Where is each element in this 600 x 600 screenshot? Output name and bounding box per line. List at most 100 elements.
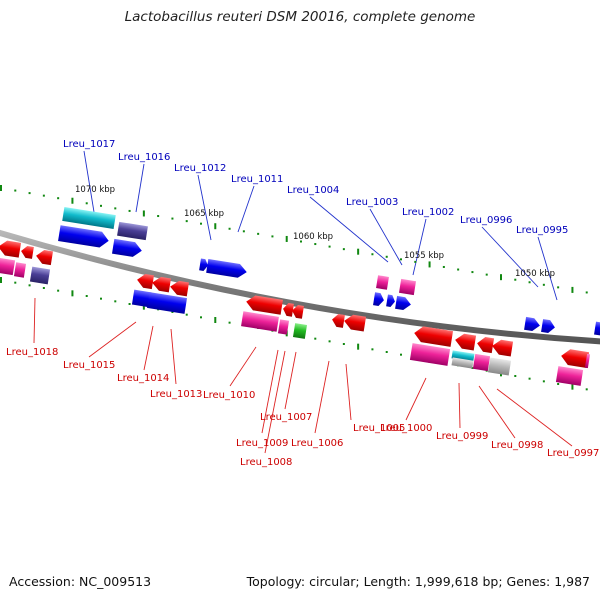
tick-mark: [142, 303, 145, 310]
tick-mark: [257, 232, 260, 235]
tick-mark: [485, 273, 488, 276]
tick-mark: [414, 260, 417, 263]
tick-mark: [457, 268, 460, 271]
tick-mark: [528, 377, 531, 380]
tick-mark: [557, 286, 560, 289]
tick-mark: [185, 313, 188, 316]
gene-1000: [414, 326, 454, 347]
gene-1018-rna: [0, 257, 16, 276]
gene-label-top: Lreu_1016: [118, 152, 170, 163]
leader-line: [412, 218, 427, 276]
tick-mark: [0, 277, 2, 283]
gene-1000-rna: [409, 343, 451, 366]
gene-1009: [283, 303, 294, 317]
leader-line: [496, 388, 573, 447]
kbp-label: 1055 kbp: [404, 251, 444, 261]
kbp-label: 1065 kbp: [184, 209, 224, 219]
tick-mark: [442, 265, 445, 268]
tick-mark: [242, 230, 245, 233]
tick-mark: [285, 235, 288, 242]
tick-mark: [357, 248, 360, 255]
gene-1002: [395, 295, 411, 311]
leader-line: [405, 377, 427, 421]
tick-mark: [128, 303, 131, 305]
gene-1012: [199, 258, 208, 271]
gene-label-bottom: Lreu_1006: [291, 438, 343, 449]
tick-mark: [571, 383, 574, 390]
tick-mark: [542, 283, 545, 286]
tick-mark: [28, 284, 31, 287]
tick-mark: [85, 295, 88, 297]
leader-line: [309, 196, 389, 263]
leader-line: [284, 351, 297, 410]
tick-mark: [57, 289, 60, 292]
leader-line: [135, 163, 145, 213]
gene-1016-cds: [112, 238, 142, 257]
gene-0999-misc: [451, 357, 474, 369]
gene-label-bottom: Lreu_1007: [260, 412, 312, 423]
gene-1011: [206, 258, 247, 278]
tick-mark: [528, 281, 531, 284]
gene-1010: [246, 295, 283, 315]
gene-0998-rna: [472, 353, 491, 372]
leader-line: [33, 297, 36, 344]
gene-0994: [594, 321, 600, 336]
gene-1018c: [36, 249, 53, 266]
topology-text: Topology: circular; Length: 1,999,618 bp…: [246, 574, 590, 589]
leader-line: [261, 349, 279, 434]
tick-mark: [128, 209, 131, 212]
tick-mark: [0, 185, 2, 191]
gene-label-top: Lreu_1017: [63, 139, 115, 150]
tick-mark: [200, 316, 202, 319]
gene-1017-cds: [58, 225, 109, 248]
leader-line: [537, 236, 558, 301]
tick-mark: [514, 375, 517, 377]
tick-mark: [342, 248, 345, 251]
gene-0999: [455, 333, 477, 351]
gene-label-top: Lreu_1011: [231, 174, 283, 185]
tick-mark: [14, 189, 17, 192]
leader-line: [264, 350, 286, 454]
gene-1008: [292, 304, 304, 319]
gene-label-bottom: Lreu_1014: [117, 373, 169, 384]
gene-0997-rna2: [584, 353, 591, 369]
gene-0997-rna: [555, 366, 584, 386]
tick-mark: [314, 243, 317, 246]
gene-label-bottom: Lreu_0999: [436, 431, 488, 442]
tick-mark: [214, 317, 217, 323]
gene-label-top: Lreu_1002: [402, 207, 454, 218]
gene-label-bottom: Lreu_1000: [380, 423, 432, 434]
gene-0998-misc: [487, 357, 512, 376]
tick-mark: [585, 291, 588, 294]
leader-line: [197, 174, 212, 241]
gene-1015: [137, 273, 154, 290]
leader-line: [237, 185, 255, 233]
tick-mark: [271, 235, 274, 238]
gene-0996: [524, 316, 540, 332]
tick-mark: [385, 255, 388, 258]
gene-label-bottom: Lreu_1008: [240, 457, 292, 468]
tick-mark: [171, 311, 174, 313]
tick-mark: [371, 253, 374, 256]
tick-mark: [471, 367, 474, 369]
tick-mark: [142, 210, 145, 217]
tick-mark: [157, 215, 160, 218]
leader-line: [481, 226, 539, 288]
gene-label-bottom: Lreu_1009: [236, 438, 288, 449]
tick-mark: [171, 217, 174, 220]
tick-mark: [314, 337, 317, 340]
gene-0998: [477, 336, 495, 354]
leader-line: [345, 363, 352, 421]
gene-1004: [376, 275, 389, 290]
tick-mark: [371, 348, 374, 351]
tick-mark: [228, 321, 231, 324]
gene-0995: [541, 319, 555, 334]
gene-label-bottom: Lreu_1018: [6, 347, 58, 358]
tick-mark: [200, 222, 202, 225]
leader-line: [369, 208, 403, 266]
gene-1006: [292, 323, 308, 339]
gene-1014-cds: [146, 292, 188, 314]
gene-label-top: Lreu_1004: [287, 185, 339, 196]
tick-mark: [571, 286, 574, 293]
